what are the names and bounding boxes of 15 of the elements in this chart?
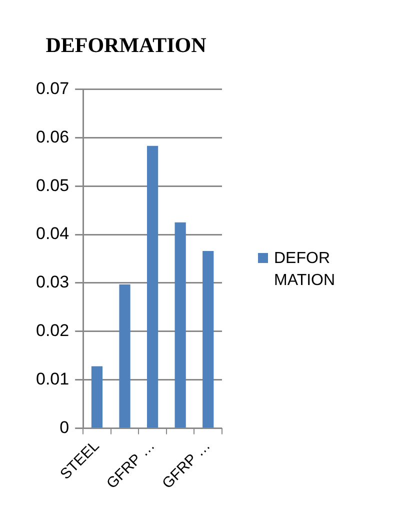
y-tick-label: 0.07	[36, 78, 70, 98]
bar	[119, 284, 130, 428]
chart-title: DEFORMATION	[46, 33, 206, 58]
y-tick-label: 0.05	[36, 176, 70, 195]
bar	[202, 250, 214, 428]
y-tick-label: 0.01	[36, 370, 70, 389]
legend-label: DEFORMATION	[274, 249, 336, 291]
y-tick-label: 0.06	[36, 127, 70, 146]
y-tick-label: 0.02	[36, 321, 70, 340]
y-tick-label: 0.03	[36, 272, 70, 292]
bar	[91, 366, 103, 428]
bar	[174, 222, 186, 428]
bar	[146, 146, 158, 428]
y-tick-label: 0.04	[36, 224, 70, 244]
y-tick-label: 0	[60, 418, 70, 437]
